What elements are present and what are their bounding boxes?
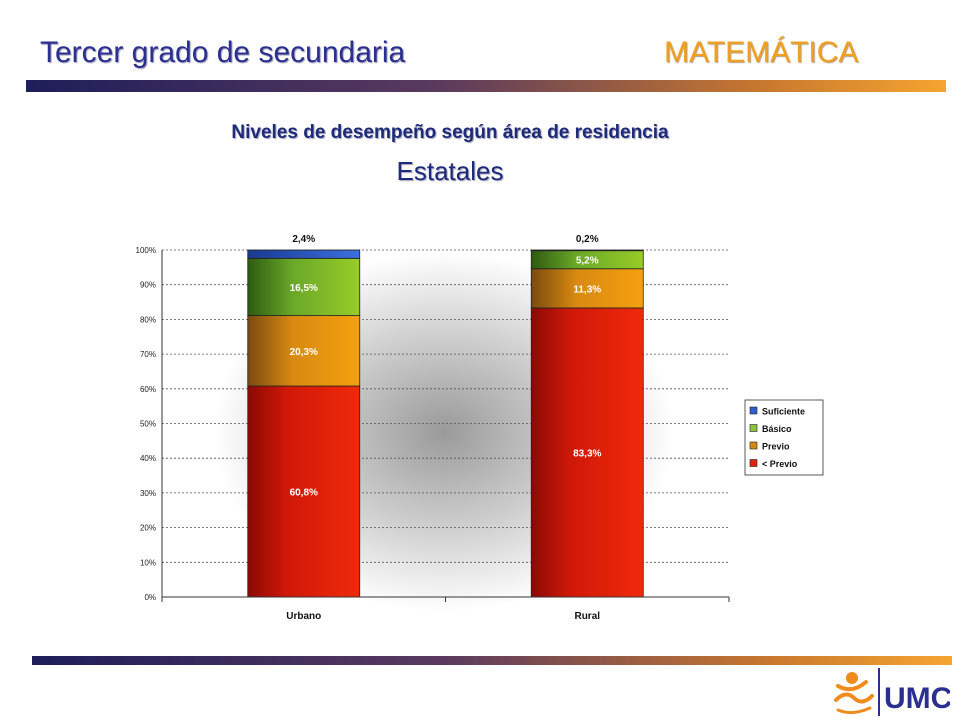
bar-suficiente-rural [530,249,644,252]
legend-box [744,399,824,476]
data-label: 2,4% [292,234,315,245]
bar-suficiente-urbano [247,249,361,259]
chart-area: 0% 10% 20% 30% 40% 50% 60% 70% 80% 90% 100% 60,8% 2… [102,202,831,654]
y-tick-label: 80% [140,315,156,324]
y-tick-label: 30% [140,489,156,498]
bottom-divider [32,656,952,665]
umc-logo: UMC [832,664,952,720]
data-label: 5,2% [576,256,599,267]
y-tick-label: 100% [136,246,156,255]
chart-heading: Niveles de desempeño según área de resid… [231,122,669,143]
y-tick-label: 70% [140,350,156,359]
y-tick-label: 20% [140,524,156,533]
chart-subheading: Estatales [396,156,504,186]
y-tick-label: 10% [140,558,156,567]
data-label: 20,3% [290,347,318,358]
legend-swatch-bsico [749,424,758,432]
data-label: 0,2% [576,234,599,245]
legend-swatch-suficiente [749,406,758,415]
data-label: 60,8% [290,488,318,499]
logo-text: UMC [884,682,950,715]
bar-previo-urbano [247,315,361,387]
x-category-label: Rural [574,611,600,622]
bar-previo-urbano [247,385,361,598]
logo-mark-icon: UMC [834,668,952,716]
y-tick-label: 60% [140,385,156,394]
stacked-bar-chart: 0% 10% 20% 30% 40% 50% 60% 70% 80% 90% 100% 60,8% 2… [136,234,824,622]
y-tick-label: 50% [140,420,156,429]
subject-title: MATEMÁTICA [664,36,859,69]
legend-swatch-previo [749,441,758,450]
y-tick-label: 90% [140,281,156,290]
legend-swatch-previo [749,459,758,467]
legend-label: < Previo [762,459,798,469]
data-label: 11,3% [573,284,601,295]
data-label: 16,5% [290,283,318,294]
x-category-label: Urbano [286,611,321,622]
slide-title: Tercer grado de secundaria [40,36,406,69]
legend-label: Previo [762,442,790,452]
top-divider [26,80,946,92]
y-tick-label: 40% [140,454,156,463]
data-label: 83,3% [573,448,601,459]
legend-label: Suficiente [762,407,805,417]
y-tick-label: 0% [144,593,156,602]
legend-label: Básico [762,424,792,434]
